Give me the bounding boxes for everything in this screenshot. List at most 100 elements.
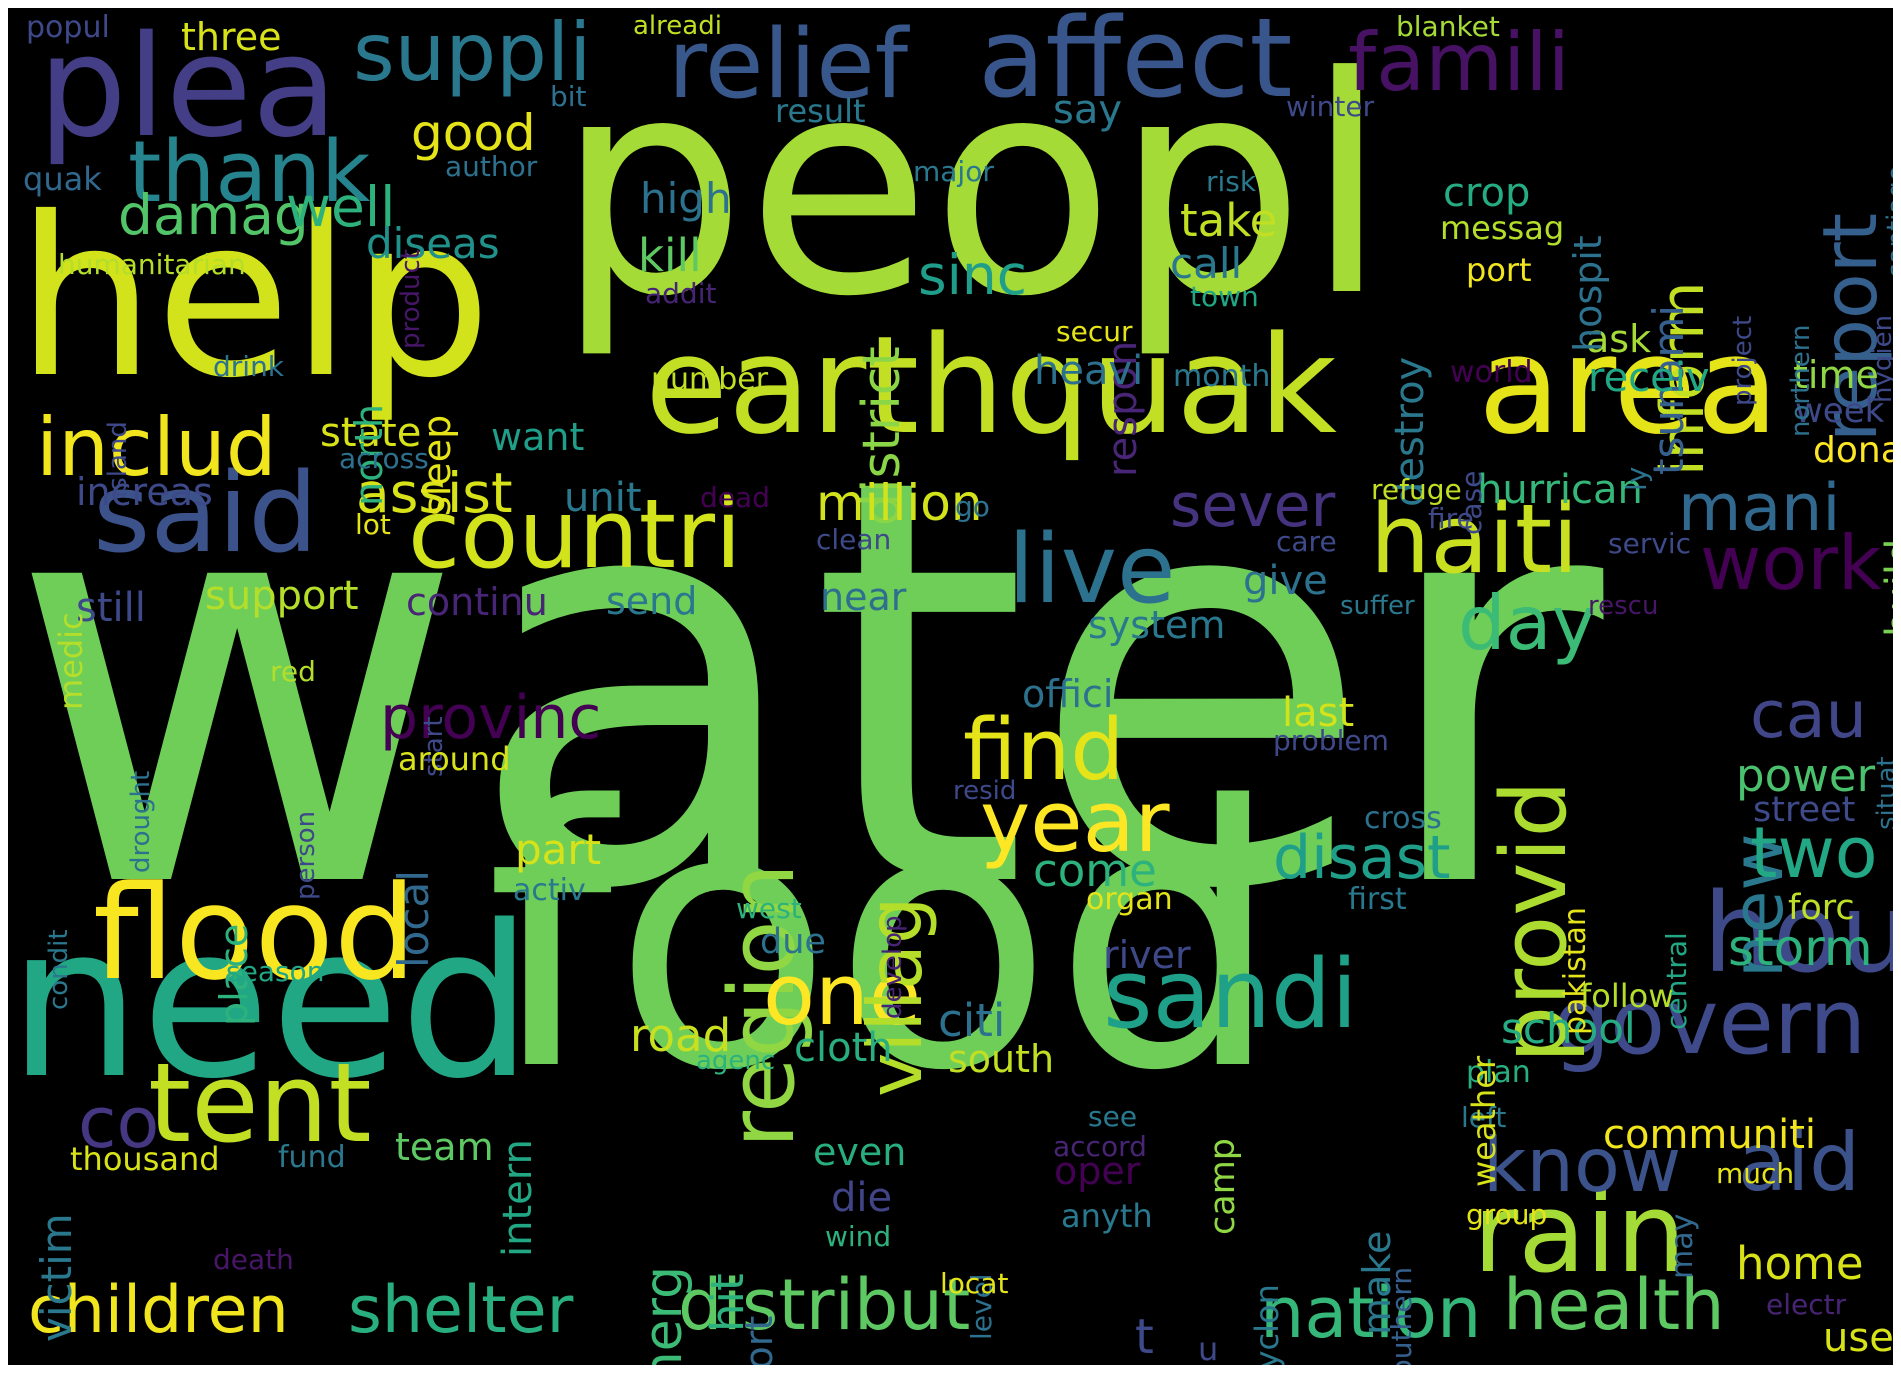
word-clean: clean: [816, 523, 892, 556]
word-say: say: [1053, 87, 1123, 133]
word-continu: continu: [406, 580, 548, 624]
word-three: three: [181, 15, 282, 59]
word-earthquak: earthquak: [645, 307, 1337, 464]
word-island: island: [103, 421, 133, 498]
word-thousand: thousand: [70, 1140, 220, 1178]
word-product: product: [396, 248, 426, 349]
word-school: school: [1501, 1004, 1636, 1053]
word-pakistan: pakistan: [1558, 907, 1593, 1035]
word-day: day: [1458, 579, 1596, 667]
word-hospit: hospit: [1566, 235, 1610, 352]
word-said: said: [93, 449, 319, 577]
word-problem: problem: [1273, 724, 1389, 757]
word-unit: unit: [564, 475, 642, 521]
word-increas: increas: [76, 470, 213, 514]
word-aid: aid: [1738, 1116, 1861, 1209]
word-part: part: [515, 825, 602, 874]
word-death: death: [213, 1243, 294, 1276]
word-near: near: [820, 575, 907, 619]
word-wind: wind: [825, 1220, 892, 1253]
word-local: local: [389, 870, 438, 968]
word-help: help: [16, 170, 492, 426]
word-disast: disast: [1273, 823, 1451, 893]
word-system: system: [1088, 603, 1226, 647]
word-intern: intern: [495, 1139, 541, 1257]
word-street: street: [1753, 790, 1856, 830]
word-million: million: [816, 474, 983, 532]
word-peopl: peopl: [556, 13, 1389, 362]
word-find: find: [963, 701, 1125, 800]
word-drought: drought: [126, 770, 156, 873]
word-alreadi: alreadi: [633, 11, 722, 41]
word-case: case: [1455, 470, 1488, 535]
word-oper: oper: [1054, 1149, 1141, 1193]
word-send: send: [606, 579, 698, 623]
word-relief: relief: [668, 10, 909, 120]
word-result: result: [775, 92, 866, 130]
word-use: use: [1823, 1315, 1893, 1361]
word-resid: resid: [953, 776, 1017, 806]
word-town: town: [1190, 280, 1259, 313]
word-area: area: [1478, 307, 1780, 464]
word-follow: follow: [1580, 977, 1675, 1015]
word-southern: southern: [1385, 1266, 1418, 1365]
word-home: home: [1736, 1237, 1864, 1290]
word-road: road: [630, 1009, 732, 1062]
word-first: first: [1348, 882, 1407, 917]
word-cloth: cloth: [794, 1025, 893, 1071]
word-lot: lot: [355, 508, 391, 541]
word-month: month: [1173, 359, 1271, 394]
word-receiv: receiv: [1588, 355, 1710, 401]
word-even: even: [813, 1130, 907, 1174]
word-heavi: heavi: [1034, 348, 1144, 394]
word-secur: secur: [1056, 315, 1133, 348]
word-camp: camp: [1203, 1137, 1243, 1235]
word-offici: offici: [1022, 672, 1114, 716]
word-govern: govern: [1553, 970, 1867, 1075]
word-dead: dead: [700, 481, 770, 514]
word-plan: plan: [1466, 1055, 1531, 1090]
word-children: children: [28, 1273, 289, 1348]
word-river: river: [1103, 933, 1191, 977]
word-know: know: [1483, 1121, 1682, 1209]
word-cloud: water food peopl help need earthquak plea area f…: [8, 8, 1893, 1365]
word-sinc: sinc: [918, 243, 1028, 307]
word-well: well: [286, 175, 396, 239]
word-blanket: blanket: [1396, 10, 1500, 43]
word-hou: hou: [1703, 869, 1893, 997]
word-team: team: [395, 1125, 494, 1169]
word-red: red: [270, 655, 316, 688]
word-includ: includ: [36, 401, 277, 494]
word-need: need: [8, 880, 533, 1125]
word-bit: bit: [550, 80, 587, 113]
word-come: come: [1033, 844, 1157, 897]
word-around: around: [398, 740, 511, 778]
word-health: health: [1503, 1264, 1725, 1346]
word-organ: organ: [1086, 882, 1173, 917]
word-medic: medic: [52, 612, 90, 710]
word-provinc: provinc: [380, 683, 602, 753]
word-ly: ly: [1620, 466, 1653, 491]
word-electr: electr: [1766, 1288, 1847, 1321]
word-season: season: [226, 955, 325, 988]
word-see: see: [1088, 1100, 1138, 1133]
word-victim: victim: [32, 1213, 81, 1342]
word-high: high: [640, 174, 732, 223]
word-forc: forc: [1788, 888, 1855, 928]
word-kill: kill: [638, 229, 702, 282]
word-person: person: [291, 810, 321, 900]
word-plea: plea: [38, 8, 338, 169]
word-layer: water food peopl help need earthquak plea area f…: [8, 8, 1893, 1365]
word-take: take: [1180, 194, 1278, 247]
word-shelter: shelter: [348, 1273, 574, 1348]
word-haiti: haiti: [1370, 485, 1579, 595]
word-port: port: [1466, 251, 1532, 289]
word-risk: risk: [1206, 165, 1257, 198]
word-crop: crop: [1443, 170, 1531, 216]
word-week: week: [1795, 391, 1885, 431]
word-cyclon: cyclon: [1248, 1284, 1286, 1365]
word-nation: nation: [1260, 1272, 1482, 1354]
word-still: still: [76, 585, 146, 631]
word-year: year: [980, 773, 1170, 872]
word-citi: citi: [938, 994, 1006, 1047]
